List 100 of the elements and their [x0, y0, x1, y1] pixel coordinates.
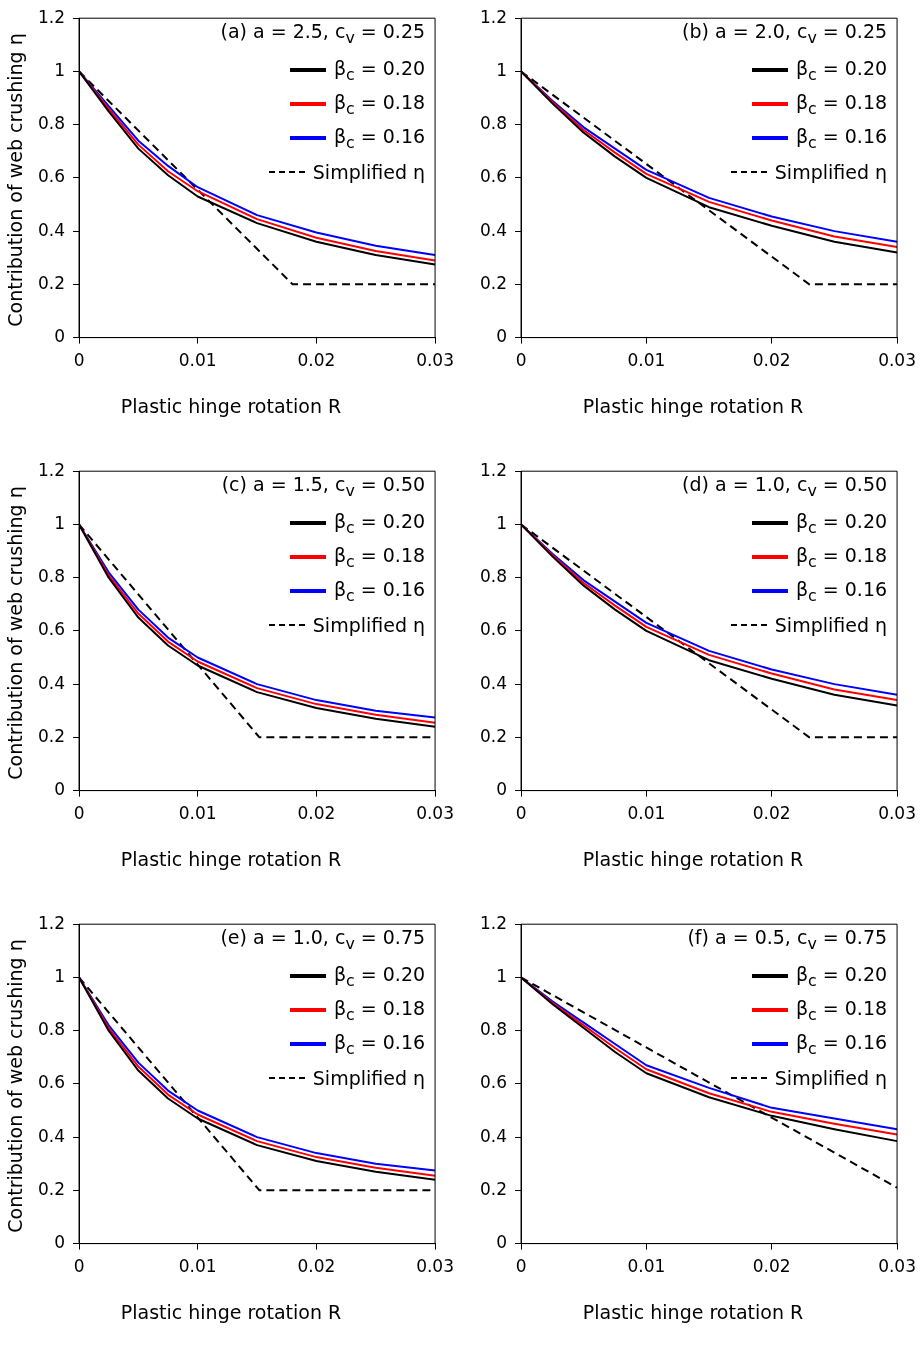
x-axis-title: Plastic hinge rotation R [581, 395, 805, 417]
y-tick-label: 0.6 [37, 1072, 66, 1093]
x-tick-label: 0 [73, 350, 85, 371]
chart-title: (d) a = 1.0, c$_{v}$ = 0.50 [682, 473, 888, 500]
y-axis-title: Contribution of web crushing η [4, 939, 26, 1233]
chart-title: (c) a = 1.5, c$_{v}$ = 0.50 [221, 473, 426, 500]
legend-label: β$_{c}$ = 0.16 [333, 1030, 426, 1058]
legend-label: Simplified η [312, 613, 426, 636]
y-tick-label: 1.2 [479, 459, 508, 480]
x-tick-label: 0.01 [178, 803, 217, 824]
y-tick-label: 0 [496, 779, 508, 800]
legend-label: β$_{c}$ = 0.16 [333, 577, 426, 605]
y-tick-label: 1.2 [479, 912, 508, 933]
legend-label: β$_{c}$ = 0.18 [333, 543, 426, 571]
legend-label: Simplified η [774, 613, 888, 636]
x-tick-label: 0.01 [627, 1256, 666, 1277]
y-tick-label: 0.8 [37, 1019, 66, 1040]
y-tick-label: 0.8 [37, 113, 66, 134]
x-axis-title: Plastic hinge rotation R [119, 1301, 343, 1323]
y-tick-label: 0.4 [479, 1125, 508, 1146]
x-tick-label: 0.03 [878, 803, 916, 824]
y-tick-label: 0.6 [479, 166, 508, 187]
x-tick-label: 0.02 [752, 350, 791, 371]
y-tick-label: 1.2 [479, 6, 508, 27]
x-axis-title: Plastic hinge rotation R [119, 848, 343, 870]
y-tick-label: 1 [54, 965, 66, 986]
x-tick-label: 0 [515, 803, 527, 824]
legend-label: β$_{c}$ = 0.18 [333, 90, 426, 118]
legend-label: Simplified η [312, 160, 426, 183]
y-tick-label: 1.2 [37, 6, 66, 27]
y-tick-label: 0.8 [37, 566, 66, 587]
x-tick-label: 0 [73, 803, 85, 824]
x-tick-label: 0 [73, 1256, 85, 1277]
y-tick-label: 0.4 [37, 1125, 66, 1146]
chart-title: (e) a = 1.0, c$_{v}$ = 0.75 [220, 926, 426, 953]
y-tick-label: 0.4 [479, 219, 508, 240]
x-tick-label: 0.02 [297, 350, 336, 371]
y-axis-title: Contribution of web crushing η [4, 33, 26, 327]
y-tick-label: 0.6 [37, 166, 66, 187]
y-tick-label: 0 [54, 326, 66, 347]
y-tick-label: 0.4 [479, 672, 508, 693]
x-tick-label: 0.01 [178, 1256, 217, 1277]
y-tick-label: 1 [496, 512, 508, 533]
y-tick-label: 0.2 [37, 725, 66, 746]
x-tick-label: 0.03 [878, 1256, 916, 1277]
x-axis-title: Plastic hinge rotation R [119, 395, 343, 417]
y-tick-label: 1 [496, 59, 508, 80]
legend-label: Simplified η [774, 160, 888, 183]
legend-label: β$_{c}$ = 0.20 [333, 56, 426, 84]
y-tick-label: 0 [54, 779, 66, 800]
y-tick-label: 0.6 [37, 619, 66, 640]
y-tick-label: 0.4 [37, 672, 66, 693]
chart-title: (b) a = 2.0, c$_{v}$ = 0.25 [682, 20, 888, 47]
legend-label: Simplified η [312, 1066, 426, 1089]
y-tick-label: 0 [496, 326, 508, 347]
y-tick-label: 1 [496, 965, 508, 986]
x-tick-label: 0.03 [416, 1256, 454, 1277]
legend-label: β$_{c}$ = 0.20 [333, 509, 426, 537]
x-axis-title: Plastic hinge rotation R [581, 1301, 805, 1323]
y-tick-label: 0 [496, 1232, 508, 1253]
y-tick-label: 0.4 [37, 219, 66, 240]
x-axis-title: Plastic hinge rotation R [581, 848, 805, 870]
y-axis-title: Contribution of web crushing η [4, 486, 26, 780]
chart-title: (a) a = 2.5, c$_{v}$ = 0.25 [220, 20, 426, 47]
y-tick-label: 0.8 [479, 1019, 508, 1040]
x-tick-label: 0 [515, 1256, 527, 1277]
x-tick-label: 0.02 [752, 803, 791, 824]
legend-label: β$_{c}$ = 0.20 [795, 962, 888, 990]
legend-label: β$_{c}$ = 0.16 [795, 577, 888, 605]
y-tick-label: 0 [54, 1232, 66, 1253]
legend-label: β$_{c}$ = 0.20 [333, 962, 426, 990]
legend-label: β$_{c}$ = 0.20 [795, 56, 888, 84]
x-tick-label: 0.01 [178, 350, 217, 371]
legend-label: β$_{c}$ = 0.20 [795, 509, 888, 537]
legend-label: β$_{c}$ = 0.18 [795, 543, 888, 571]
y-tick-label: 1.2 [37, 912, 66, 933]
legend-label: β$_{c}$ = 0.18 [795, 996, 888, 1024]
x-tick-label: 0 [515, 350, 527, 371]
y-tick-label: 0.2 [479, 272, 508, 293]
y-tick-label: 1.2 [37, 459, 66, 480]
x-tick-label: 0.02 [297, 1256, 336, 1277]
y-tick-label: 0.2 [37, 1178, 66, 1199]
legend-label: β$_{c}$ = 0.16 [795, 124, 888, 152]
chart-title: (f) a = 0.5, c$_{v}$ = 0.75 [687, 926, 888, 953]
legend-label: Simplified η [774, 1066, 888, 1089]
x-tick-label: 0.03 [416, 803, 454, 824]
legend-label: β$_{c}$ = 0.16 [795, 1030, 888, 1058]
y-tick-label: 0.6 [479, 1072, 508, 1093]
y-tick-label: 1 [54, 59, 66, 80]
y-tick-label: 0.2 [479, 1178, 508, 1199]
y-tick-label: 0.6 [479, 619, 508, 640]
x-tick-label: 0.03 [878, 350, 916, 371]
y-tick-label: 1 [54, 512, 66, 533]
legend-label: β$_{c}$ = 0.18 [333, 996, 426, 1024]
x-tick-label: 0.01 [627, 350, 666, 371]
y-tick-label: 0.2 [37, 272, 66, 293]
y-tick-label: 0.2 [479, 725, 508, 746]
y-tick-label: 0.8 [479, 566, 508, 587]
x-tick-label: 0.03 [416, 350, 454, 371]
y-tick-label: 0.8 [479, 113, 508, 134]
